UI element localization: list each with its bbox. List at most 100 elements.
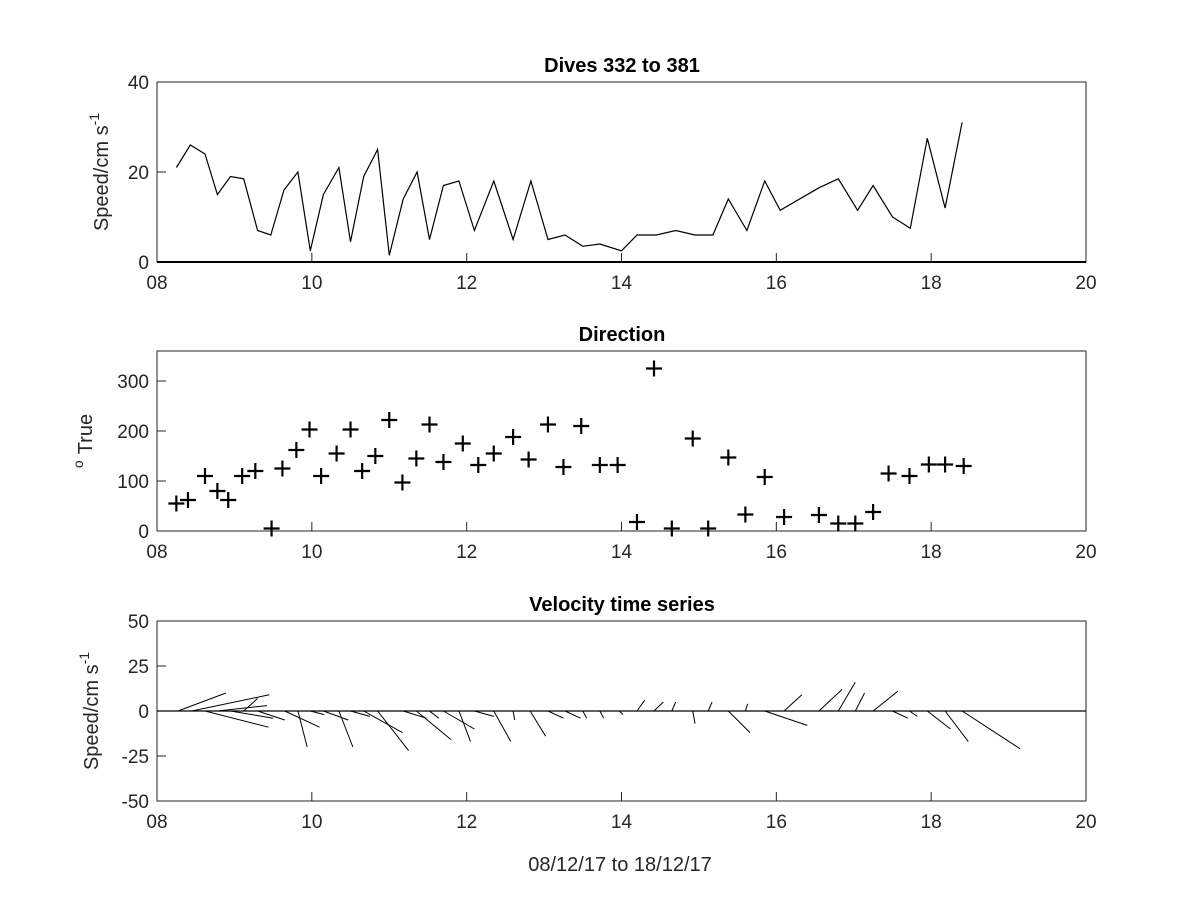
panel-velocity-xtick-label: 12 xyxy=(456,812,477,833)
direction-plus-marker xyxy=(737,506,754,523)
velocity-vector xyxy=(892,710,909,719)
speed-data-point xyxy=(944,207,947,210)
speed-data-point xyxy=(674,229,677,232)
direction-plus-marker xyxy=(288,442,305,458)
panel-velocity-ytick-label: -50 xyxy=(122,792,149,813)
velocity-vector xyxy=(692,710,696,724)
speed-data-point xyxy=(891,216,894,219)
speed-data-point xyxy=(745,229,748,232)
speed-data-point xyxy=(189,144,192,147)
direction-plus-marker xyxy=(274,460,291,477)
panel-velocity-ylabel: Speed/cm s-1 xyxy=(76,652,103,770)
direction-plus-marker xyxy=(955,458,972,474)
panel-direction-xtick-label: 20 xyxy=(1075,542,1096,563)
panel-direction-xtick-label: 14 xyxy=(611,542,633,563)
direction-plus-marker xyxy=(179,492,196,508)
panel-direction-ytick-label: 200 xyxy=(117,422,149,443)
velocity-vector xyxy=(458,710,472,742)
panel-direction-xtick-label: 16 xyxy=(766,542,787,563)
speed-data-point xyxy=(872,184,875,187)
panel-velocity-xtick-label: 18 xyxy=(921,812,942,833)
velocity-vector xyxy=(854,692,866,712)
velocity-vector xyxy=(217,705,267,712)
velocity-vector xyxy=(230,710,274,719)
panel-speed-title: Dives 332 to 381 xyxy=(544,55,700,77)
panel-speed-xtick-label: 20 xyxy=(1075,273,1096,294)
panel-direction-ytick-label: 300 xyxy=(117,372,149,393)
speed-data-point xyxy=(175,166,178,169)
velocity-vector xyxy=(338,710,354,748)
panel-speed-ytick-label: 40 xyxy=(128,73,149,94)
panel-speed-ylabel: Speed/cm s-1 xyxy=(86,113,113,231)
velocity-vector xyxy=(582,710,588,719)
speed-data-point xyxy=(581,245,584,248)
speed-data-point xyxy=(402,198,405,201)
direction-plus-marker xyxy=(301,421,318,438)
velocity-vector xyxy=(429,710,440,719)
speed-data-point xyxy=(856,209,859,212)
panel-velocity-ytick-label: 25 xyxy=(128,657,149,678)
panel-velocity-ytick-label: 50 xyxy=(128,612,149,633)
panel-direction-ytick-label: 0 xyxy=(138,522,149,543)
direction-plus-marker xyxy=(220,492,237,508)
direction-plus-marker xyxy=(756,469,773,485)
speed-data-point xyxy=(529,180,532,183)
speed-data-point xyxy=(635,234,638,237)
direction-plus-marker xyxy=(880,465,897,482)
direction-plus-marker xyxy=(663,520,680,537)
direction-plus-marker xyxy=(700,520,717,537)
speed-data-point xyxy=(203,153,206,156)
direction-plus-marker xyxy=(354,463,371,479)
speed-data-point xyxy=(296,171,299,174)
panel-speed-xtick-label: 14 xyxy=(611,273,633,294)
velocity-vector xyxy=(416,710,452,741)
speed-data-point xyxy=(961,121,964,124)
velocity-vector xyxy=(909,710,918,717)
panel-velocity-xtick-label: 10 xyxy=(301,812,322,833)
velocity-vector xyxy=(872,690,899,712)
speed-data-point xyxy=(598,243,601,246)
panel-direction-ylabel: oTrue xyxy=(70,414,97,468)
speed-data-point xyxy=(362,175,365,178)
velocity-vector xyxy=(653,701,664,712)
velocity-vector xyxy=(707,701,713,712)
speed-data-point xyxy=(388,254,391,257)
speed-data-point xyxy=(546,238,549,241)
speed-data-point xyxy=(457,180,460,183)
panel-speed-xtick-label: 18 xyxy=(921,273,942,294)
direction-plus-marker xyxy=(591,457,608,473)
panel-velocity-ytick-label: 0 xyxy=(138,702,149,723)
speed-data-point xyxy=(620,249,623,252)
direction-plus-marker xyxy=(470,457,487,473)
direction-plus-marker xyxy=(520,451,537,468)
direction-plus-marker xyxy=(684,430,701,447)
direction-plus-marker xyxy=(847,515,864,532)
panel-velocity-marks: 08 10 12 14 16 18 20 -50 -25 0 25 50 xyxy=(122,612,1097,833)
panel-velocity: Velocity time series Speed/cm s-1 08 10 12… xyxy=(76,594,1097,833)
panel-direction-xtick-label: 10 xyxy=(301,542,322,563)
panel-direction-ytick-label: 100 xyxy=(117,472,149,493)
direction-plus-marker xyxy=(234,468,251,484)
velocity-vector xyxy=(529,710,547,737)
direction-plus-marker xyxy=(901,468,918,484)
speed-data-point xyxy=(416,171,419,174)
velocity-vector xyxy=(599,710,605,719)
speed-data-point xyxy=(837,177,840,180)
velocity-vector xyxy=(191,694,270,712)
direction-plus-marker xyxy=(247,463,264,479)
speed-data-point xyxy=(512,238,515,241)
panel-velocity-xtick-label: 14 xyxy=(611,812,633,833)
panel-speed-xtick-label: 16 xyxy=(766,273,787,294)
direction-plus-marker xyxy=(454,435,471,452)
direction-plus-marker xyxy=(263,520,280,537)
speed-data-point xyxy=(376,148,379,151)
velocity-vector xyxy=(727,710,751,733)
velocity-vector xyxy=(944,710,969,742)
velocity-vector xyxy=(744,703,749,712)
speed-data-point xyxy=(256,229,259,232)
direction-plus-marker xyxy=(865,504,882,520)
panel-velocity-xtick-label: 20 xyxy=(1075,812,1096,833)
velocity-vector xyxy=(764,710,808,726)
